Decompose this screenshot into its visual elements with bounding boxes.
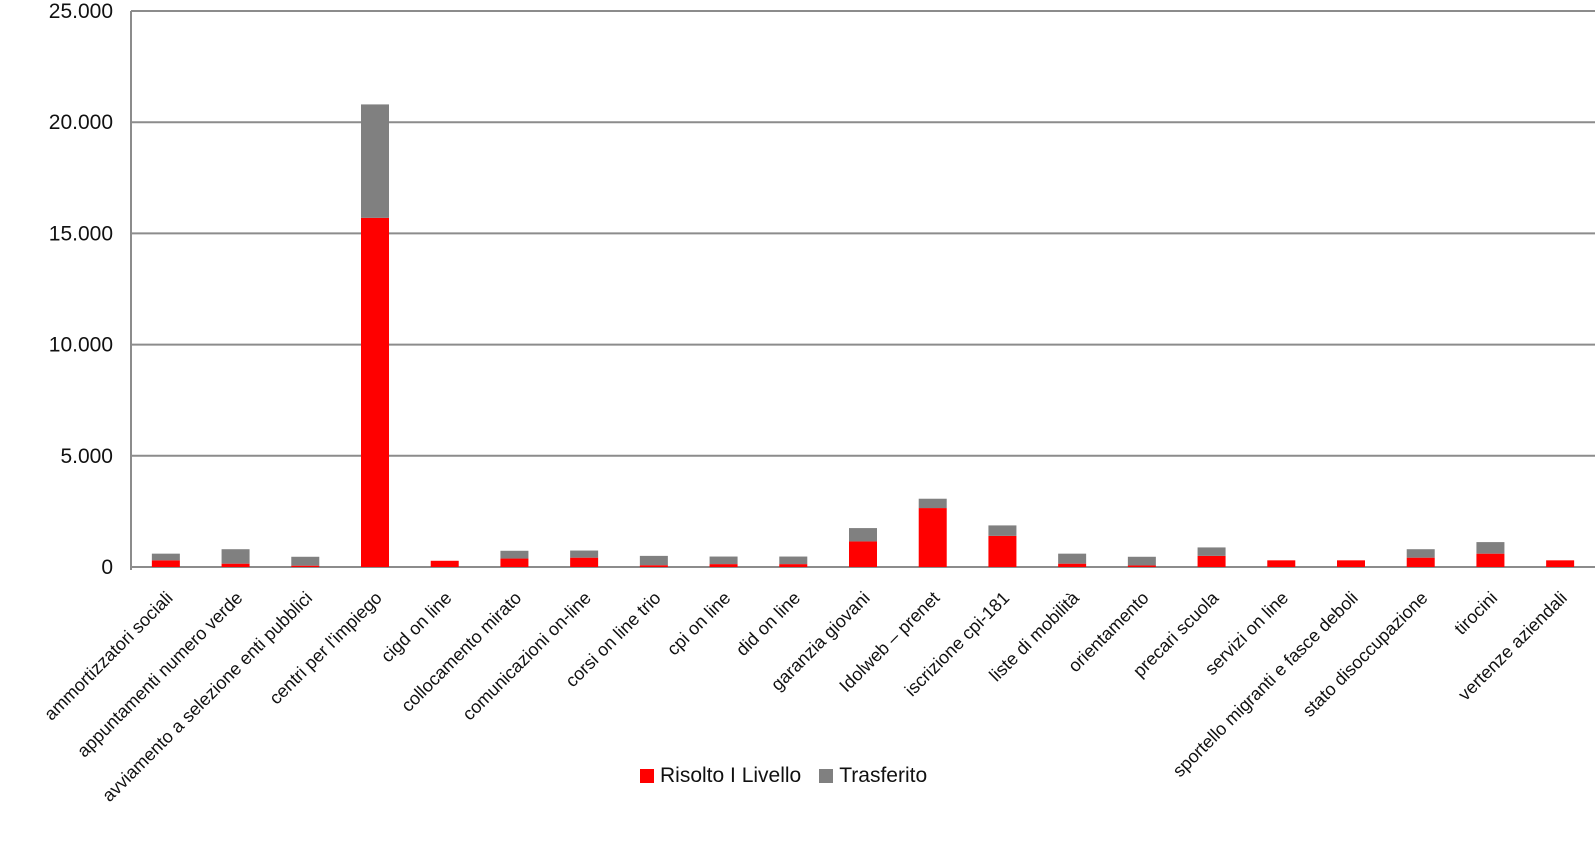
bar-segment-trasferito (221, 549, 250, 564)
bar-segment-risolto (430, 560, 459, 567)
legend-label-risolto: Risolto I Livello (660, 764, 802, 787)
bar-segment-trasferito (639, 555, 668, 566)
bar-segment-risolto (1058, 563, 1087, 567)
legend-swatch-risolto (640, 769, 654, 783)
bar-segment-trasferito (849, 528, 877, 542)
x-tick-label: tirocini (1450, 588, 1501, 639)
x-tick-label: cpi on line (663, 588, 734, 659)
x-tick-label: collocamento mirato (397, 588, 525, 716)
y-tick-label: 5.000 (60, 445, 113, 468)
bar-segment-risolto (918, 508, 947, 567)
y-tick-label: 25.000 (49, 0, 113, 23)
bar-segment-risolto (361, 217, 389, 567)
bar-segment-trasferito (151, 553, 180, 561)
bar-segment-trasferito (709, 556, 738, 565)
y-tick-label: 15.000 (49, 222, 113, 245)
bar-segment-risolto (221, 563, 250, 567)
legend-item-trasferito: Trasferito (819, 764, 927, 788)
legend-item-risolto: Risolto I Livello (640, 764, 801, 788)
bar-segment-trasferito (361, 104, 389, 218)
bar-segment-risolto (1476, 553, 1505, 567)
bar-segment-trasferito (988, 525, 1017, 536)
bar-segment-trasferito (1406, 549, 1435, 558)
bar-segment-trasferito (500, 550, 529, 559)
x-tick-label: stato disoccupazione (1299, 588, 1432, 721)
bar-segment-trasferito (570, 550, 599, 558)
legend-label-trasferito: Trasferito (839, 764, 928, 787)
y-axis: 0 5.000 10.000 15.000 20.000 25.000 (49, 0, 132, 579)
bar-segment-risolto (849, 541, 877, 567)
bar-segment-risolto (291, 565, 320, 567)
y-tick-label: 20.000 (49, 111, 113, 134)
bar-segment-risolto (1127, 565, 1156, 567)
y-tick-label: 10.000 (49, 334, 113, 357)
bar-segment-trasferito (1476, 542, 1505, 554)
gridlines (131, 10, 1595, 568)
legend-swatch-trasferito (819, 769, 834, 783)
bar-segment-risolto (1267, 560, 1296, 567)
bars (151, 104, 1575, 567)
bar-segment-risolto (988, 535, 1017, 567)
bar-segment-trasferito (1197, 547, 1226, 556)
bar-segment-risolto (639, 565, 668, 567)
bar-segment-risolto (779, 564, 808, 567)
bar-segment-trasferito (1058, 553, 1087, 564)
bar-segment-risolto (709, 564, 738, 567)
bar-segment-risolto (1337, 560, 1365, 567)
bar-segment-risolto (500, 558, 529, 567)
bar-segment-risolto (1546, 560, 1575, 567)
bar-segment-trasferito (918, 498, 947, 509)
bar-segment-risolto (1406, 557, 1435, 567)
legend: Risolto I Livello Trasferito (640, 764, 937, 788)
y-tick-label: 0 (101, 556, 113, 579)
bar-segment-trasferito (779, 556, 808, 565)
bar-segment-trasferito (291, 556, 320, 566)
bar-segment-risolto (151, 560, 180, 567)
x-tick-label: did on line (732, 588, 804, 660)
bar-segment-risolto (1197, 555, 1226, 567)
bar-segment-trasferito (1127, 556, 1156, 566)
bar-segment-risolto (570, 557, 599, 567)
x-tick-label: comunicazioni on-line (458, 588, 595, 725)
x-tick-label: ammortizzatori sociali (40, 588, 177, 725)
